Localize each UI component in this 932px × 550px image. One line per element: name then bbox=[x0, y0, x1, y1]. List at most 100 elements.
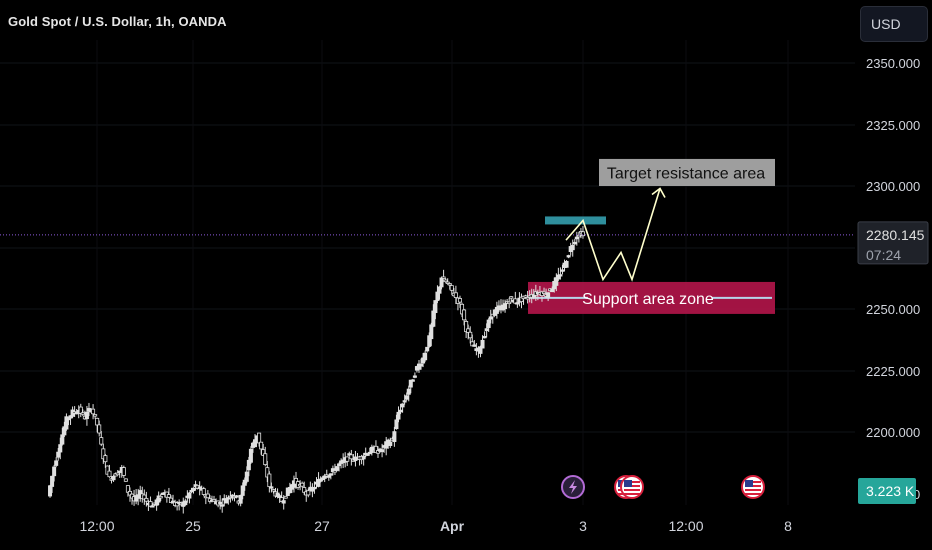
candle-body bbox=[246, 459, 251, 471]
candle-body bbox=[84, 411, 89, 420]
y-tick-label: 2225.000 bbox=[866, 364, 920, 379]
candle-body bbox=[234, 495, 239, 498]
candle-body bbox=[117, 470, 122, 473]
resistance-zone-label: Target resistance area bbox=[607, 165, 765, 182]
candle-body bbox=[437, 286, 442, 294]
candle-body bbox=[99, 437, 104, 445]
candle-body bbox=[269, 486, 274, 489]
candle-body bbox=[423, 352, 428, 361]
current-price-badge bbox=[857, 221, 929, 265]
x-tick-label: 12:00 bbox=[79, 518, 114, 534]
candle-body bbox=[453, 292, 458, 298]
candle-body bbox=[62, 426, 67, 436]
candle-body bbox=[212, 499, 217, 502]
candle-body bbox=[334, 466, 339, 471]
candle-body bbox=[191, 487, 196, 492]
candle-body bbox=[312, 486, 317, 490]
lightning-event-icon[interactable] bbox=[561, 475, 585, 499]
y-tick-label: 2200.000 bbox=[866, 425, 920, 440]
candle-body bbox=[183, 500, 188, 506]
candle-body bbox=[570, 244, 575, 251]
candle-body bbox=[554, 277, 559, 286]
candle-body bbox=[439, 277, 444, 288]
us-flag-event-icon[interactable] bbox=[741, 475, 765, 499]
candle-body bbox=[144, 498, 149, 502]
candle-body bbox=[257, 432, 262, 444]
candle-body bbox=[107, 470, 112, 478]
flag-stripe bbox=[745, 489, 761, 491]
chart-grid bbox=[0, 40, 855, 505]
candle-body bbox=[48, 485, 53, 497]
lightning-bolt bbox=[569, 480, 577, 494]
candle-body bbox=[503, 303, 508, 310]
x-tick-label: 3 bbox=[579, 518, 587, 534]
x-tick-label: 12:00 bbox=[668, 518, 703, 534]
candle-body bbox=[101, 448, 106, 460]
candle-body bbox=[271, 489, 276, 492]
y-tick-label: 2350.000 bbox=[866, 56, 920, 71]
x-tick-label: 8 bbox=[784, 518, 792, 534]
candle-body bbox=[408, 379, 413, 388]
price-axis[interactable]: 2350.0002325.0002300.0002275.0002250.000… bbox=[857, 56, 929, 504]
flag-stripe bbox=[745, 493, 761, 495]
resistance-zone bbox=[599, 158, 775, 186]
candle-body bbox=[419, 363, 424, 367]
candle-body bbox=[361, 455, 366, 460]
candle-body bbox=[572, 241, 577, 245]
y-tick-label: 2325.000 bbox=[866, 118, 920, 133]
candle-body bbox=[400, 403, 405, 408]
candle-body bbox=[60, 434, 65, 445]
volume-badge-label: 3.223 K bbox=[866, 483, 915, 499]
flag-stripe bbox=[624, 489, 640, 491]
candle-body bbox=[484, 328, 489, 332]
candle-body bbox=[54, 460, 59, 466]
candle-body bbox=[123, 478, 128, 482]
candle-body bbox=[224, 499, 229, 504]
candle-body bbox=[388, 441, 393, 446]
candle-body bbox=[365, 453, 370, 456]
candle-body bbox=[515, 302, 520, 305]
candle-body bbox=[457, 298, 462, 303]
candle-body bbox=[513, 298, 518, 304]
candle-body bbox=[103, 455, 108, 463]
candle-body bbox=[240, 485, 245, 496]
candle-body bbox=[166, 494, 171, 498]
target-marker bbox=[545, 216, 606, 225]
candle-body bbox=[328, 473, 333, 476]
candle-body bbox=[306, 490, 311, 496]
current-price-label: 2280.145 bbox=[866, 227, 925, 243]
candle-body bbox=[412, 375, 417, 378]
candle-body bbox=[478, 346, 483, 354]
candle-body bbox=[220, 504, 225, 507]
candle-body bbox=[576, 234, 581, 238]
chart-title: Gold Spot / U.S. Dollar, 1h, OANDA bbox=[8, 14, 227, 29]
candle-body bbox=[558, 274, 563, 277]
y-tick-label: 2250.000 bbox=[866, 302, 920, 317]
candle-body bbox=[546, 292, 551, 298]
candle-body bbox=[580, 231, 585, 237]
projected-arrow-head bbox=[651, 187, 666, 198]
candle-body bbox=[248, 448, 253, 463]
candle-body bbox=[127, 491, 132, 496]
candle-body bbox=[201, 488, 206, 495]
candle-body bbox=[115, 472, 120, 476]
candle-body bbox=[316, 479, 321, 487]
candle-body bbox=[431, 310, 436, 327]
candle-body bbox=[482, 335, 487, 339]
candle-body bbox=[205, 493, 210, 499]
candle-body bbox=[509, 296, 514, 299]
candle-body bbox=[93, 414, 98, 417]
candle-body bbox=[80, 412, 85, 415]
event-markers bbox=[561, 475, 765, 499]
x-tick-label: 27 bbox=[314, 518, 330, 534]
candle-body bbox=[429, 324, 434, 340]
currency-button[interactable]: USD bbox=[860, 6, 928, 42]
candle-body bbox=[337, 463, 342, 466]
time-axis[interactable]: 12:00 25 27 Apr 3 12:00 8 bbox=[79, 518, 792, 534]
candle-body bbox=[380, 449, 385, 453]
us-flag-event-icon[interactable] bbox=[620, 475, 644, 499]
candle-body bbox=[267, 473, 272, 488]
candle-body bbox=[259, 441, 264, 450]
candle-body bbox=[564, 260, 569, 268]
